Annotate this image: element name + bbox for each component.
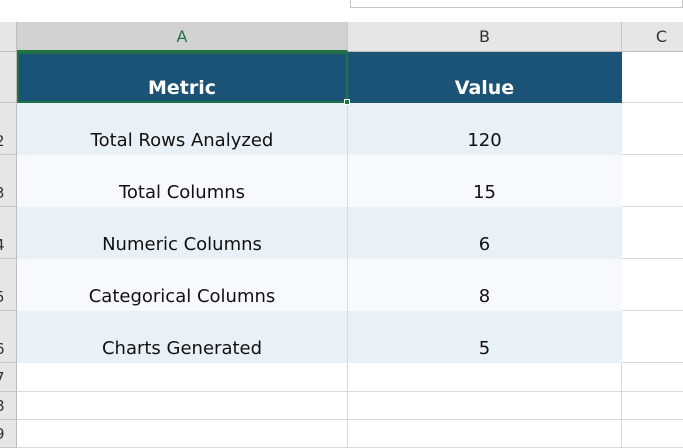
empty-cell[interactable] [348,420,622,448]
empty-cell[interactable] [622,392,683,420]
row-header[interactable]: 9 [0,420,17,448]
row-header[interactable]: 4 [0,207,17,259]
row-number: 5 [0,288,5,306]
empty-cell[interactable] [17,363,348,392]
empty-cell[interactable] [622,259,683,311]
header-cell[interactable]: Metric [17,52,348,103]
row-header[interactable]: 6 [0,311,17,363]
empty-cell[interactable] [622,103,683,155]
empty-cell[interactable] [622,52,683,103]
column-header[interactable]: C [622,22,683,52]
select-all[interactable] [0,22,17,52]
column-header[interactable]: B [348,22,622,52]
data-cell[interactable]: Total Columns [17,155,348,207]
row-number: 9 [0,425,5,443]
empty-cell[interactable] [348,363,622,392]
empty-cell[interactable] [17,392,348,420]
row-header[interactable]: 3 [0,155,17,207]
row-header[interactable]: 5 [0,259,17,311]
row-number: 6 [0,340,5,358]
data-cell[interactable]: Categorical Columns [17,259,348,311]
header-cell[interactable]: Value [348,52,622,103]
data-cell[interactable]: 5 [348,311,622,363]
data-cell[interactable]: 120 [348,103,622,155]
row-header[interactable] [0,52,17,103]
empty-cell[interactable] [348,392,622,420]
empty-cell[interactable] [622,207,683,259]
data-cell[interactable]: Charts Generated [17,311,348,363]
empty-cell[interactable] [622,155,683,207]
column-header[interactable]: A [17,22,348,52]
empty-cell[interactable] [622,311,683,363]
row-number: 2 [0,132,5,150]
empty-cell[interactable] [622,420,683,448]
data-cell[interactable]: 8 [348,259,622,311]
row-number: 7 [0,369,5,387]
row-number: 3 [0,184,5,202]
selection-border [17,52,348,103]
formula-bar[interactable] [350,0,683,8]
row-header[interactable]: 8 [0,392,17,420]
row-number: 4 [0,236,5,254]
data-cell[interactable]: Total Rows Analyzed [17,103,348,155]
data-cell[interactable]: Numeric Columns [17,207,348,259]
data-cell[interactable]: 6 [348,207,622,259]
empty-cell[interactable] [17,420,348,448]
fill-handle[interactable] [344,99,350,105]
empty-cell[interactable] [622,363,683,392]
row-header[interactable]: 7 [0,363,17,392]
row-header[interactable]: 2 [0,103,17,155]
row-number: 8 [0,397,5,415]
data-cell[interactable]: 15 [348,155,622,207]
